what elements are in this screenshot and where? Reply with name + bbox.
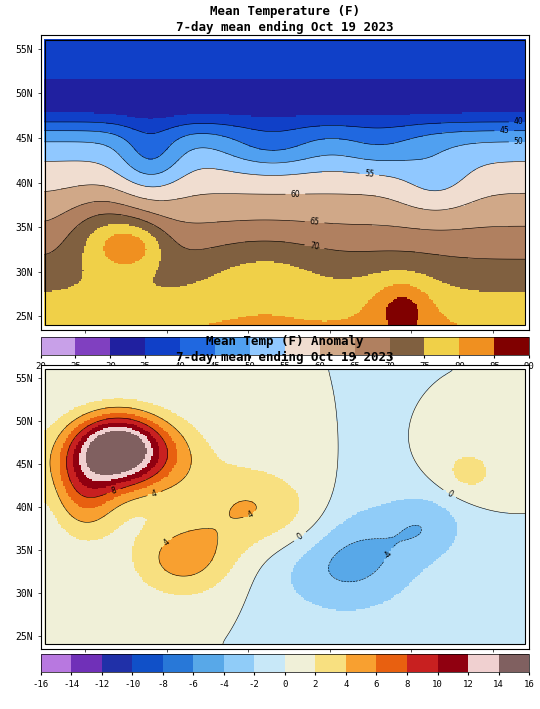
Text: -4: -4	[382, 549, 394, 560]
Text: 4: 4	[162, 537, 172, 547]
Text: 50: 50	[514, 138, 524, 147]
Text: 55: 55	[364, 169, 375, 179]
Text: 60: 60	[291, 189, 300, 199]
Text: 4: 4	[246, 510, 254, 520]
Text: 70: 70	[309, 242, 320, 252]
Title: Mean Temperature (F)
7-day mean ending Oct 19 2023: Mean Temperature (F) 7-day mean ending O…	[176, 5, 394, 34]
Text: 4: 4	[150, 489, 158, 498]
Text: 40: 40	[514, 118, 524, 126]
Title: Mean Temp (F) Anomaly
7-day mean ending Oct 19 2023: Mean Temp (F) Anomaly 7-day mean ending …	[176, 335, 394, 364]
Text: 65: 65	[309, 218, 320, 227]
Text: 45: 45	[500, 126, 509, 135]
Text: 0: 0	[445, 489, 454, 499]
Text: 8: 8	[110, 486, 117, 496]
Text: 0: 0	[295, 532, 305, 542]
